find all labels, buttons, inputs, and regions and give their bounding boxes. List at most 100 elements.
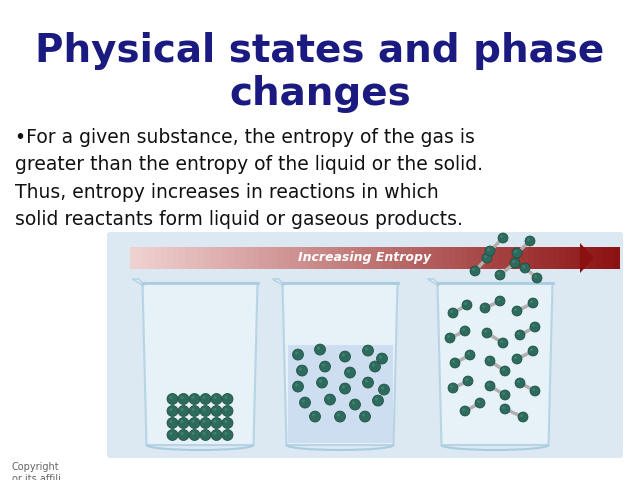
- Circle shape: [222, 430, 233, 441]
- Circle shape: [482, 305, 485, 308]
- Bar: [565, 247, 571, 269]
- Circle shape: [450, 385, 453, 388]
- Circle shape: [445, 333, 455, 343]
- Bar: [234, 247, 240, 269]
- Bar: [375, 247, 381, 269]
- Circle shape: [487, 383, 490, 386]
- Bar: [301, 247, 308, 269]
- Circle shape: [498, 233, 508, 243]
- Bar: [467, 247, 473, 269]
- Bar: [142, 247, 148, 269]
- Circle shape: [514, 356, 517, 359]
- Circle shape: [500, 366, 510, 376]
- Circle shape: [360, 411, 371, 422]
- Circle shape: [180, 432, 184, 435]
- Circle shape: [450, 310, 453, 313]
- Circle shape: [527, 238, 530, 241]
- Bar: [222, 247, 228, 269]
- Bar: [608, 247, 614, 269]
- Polygon shape: [287, 345, 392, 443]
- Bar: [130, 247, 136, 269]
- Circle shape: [170, 420, 173, 423]
- Bar: [314, 247, 320, 269]
- Bar: [589, 247, 595, 269]
- Circle shape: [189, 430, 200, 441]
- Bar: [485, 247, 492, 269]
- Circle shape: [530, 322, 540, 332]
- Bar: [473, 247, 479, 269]
- Circle shape: [180, 420, 184, 423]
- Bar: [571, 247, 577, 269]
- Polygon shape: [132, 279, 145, 285]
- Bar: [197, 247, 204, 269]
- Circle shape: [460, 406, 470, 416]
- Circle shape: [462, 328, 465, 331]
- Circle shape: [202, 396, 205, 399]
- Bar: [442, 247, 449, 269]
- Circle shape: [202, 420, 205, 423]
- Circle shape: [296, 365, 307, 376]
- Circle shape: [310, 411, 321, 422]
- Bar: [534, 247, 540, 269]
- Bar: [148, 247, 154, 269]
- Bar: [356, 247, 363, 269]
- Circle shape: [170, 432, 173, 435]
- Bar: [516, 247, 522, 269]
- Circle shape: [191, 408, 195, 411]
- Bar: [583, 247, 589, 269]
- Circle shape: [532, 273, 542, 283]
- Text: •For a given substance, the entropy of the gas is
greater than the entropy of th: •For a given substance, the entropy of t…: [15, 128, 483, 229]
- Bar: [577, 247, 583, 269]
- Circle shape: [376, 353, 387, 364]
- Circle shape: [530, 386, 540, 396]
- Bar: [344, 247, 351, 269]
- Bar: [308, 247, 314, 269]
- Bar: [240, 247, 246, 269]
- Circle shape: [324, 394, 335, 405]
- Circle shape: [178, 394, 189, 405]
- Circle shape: [372, 363, 375, 367]
- Bar: [136, 247, 142, 269]
- Circle shape: [365, 348, 368, 350]
- Circle shape: [375, 397, 378, 400]
- Bar: [540, 247, 547, 269]
- Circle shape: [467, 352, 470, 355]
- Polygon shape: [282, 283, 397, 445]
- Bar: [595, 247, 602, 269]
- Circle shape: [213, 432, 216, 435]
- Bar: [497, 247, 504, 269]
- FancyBboxPatch shape: [107, 232, 623, 458]
- Circle shape: [381, 386, 384, 390]
- Circle shape: [180, 408, 184, 411]
- Circle shape: [514, 308, 517, 311]
- Bar: [296, 247, 301, 269]
- Circle shape: [512, 306, 522, 316]
- Circle shape: [502, 368, 505, 371]
- Circle shape: [178, 430, 189, 441]
- Circle shape: [319, 380, 322, 383]
- Circle shape: [189, 418, 200, 429]
- Bar: [339, 247, 344, 269]
- Bar: [289, 247, 296, 269]
- Circle shape: [452, 360, 455, 363]
- Circle shape: [200, 406, 211, 417]
- Circle shape: [465, 350, 475, 360]
- Bar: [602, 247, 608, 269]
- Circle shape: [518, 412, 528, 422]
- Polygon shape: [438, 283, 552, 445]
- Bar: [394, 247, 399, 269]
- Bar: [369, 247, 375, 269]
- Circle shape: [520, 414, 523, 417]
- Circle shape: [462, 300, 472, 310]
- Text: Physical states and phase: Physical states and phase: [35, 32, 605, 70]
- Bar: [387, 247, 394, 269]
- Circle shape: [520, 263, 530, 273]
- Circle shape: [200, 418, 211, 429]
- Bar: [283, 247, 289, 269]
- Circle shape: [211, 394, 222, 405]
- Bar: [449, 247, 454, 269]
- Circle shape: [448, 383, 458, 393]
- Bar: [454, 247, 461, 269]
- Circle shape: [222, 418, 233, 429]
- Circle shape: [532, 324, 535, 327]
